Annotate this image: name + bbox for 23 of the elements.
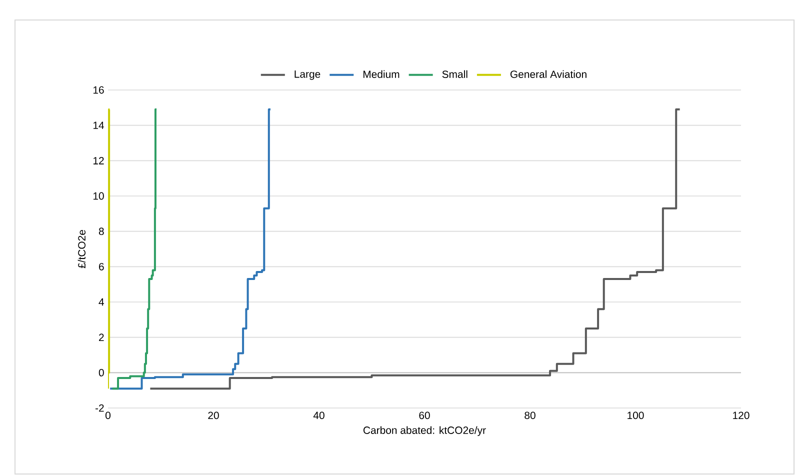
legend-label: Medium xyxy=(363,70,400,78)
y-tick-label: 8 xyxy=(98,228,104,236)
y-tick-label: 12 xyxy=(93,157,104,164)
x-tick-label: 20 xyxy=(208,412,219,420)
y-tick-label: 4 xyxy=(98,298,104,306)
y-tick-label: 14 xyxy=(93,122,104,129)
legend-label: General Aviation xyxy=(510,70,586,78)
x-tick-label: 40 xyxy=(313,412,324,420)
y-tick-label: 2 xyxy=(99,334,104,341)
x-tick-label: 80 xyxy=(524,412,536,420)
legend-label: Small xyxy=(442,70,468,78)
x-tick-label: 60 xyxy=(419,412,430,420)
x-tick-label: 100 xyxy=(628,412,644,420)
x-tick-label: 120 xyxy=(733,412,750,420)
y-tick-label: 6 xyxy=(99,262,104,270)
x-axis-title: Carbon abated: ktCO2e/yr xyxy=(363,426,486,436)
y-tick-label: 0 xyxy=(98,368,104,376)
x-tick-label: 0 xyxy=(106,412,110,420)
y-tick-label: 16 xyxy=(93,86,104,94)
y-tick-label: -2 xyxy=(95,404,104,412)
legend-label: Large xyxy=(294,70,320,80)
y-tick-label: 10 xyxy=(93,192,104,200)
y-axis-title: £/tCO2e xyxy=(78,230,86,268)
